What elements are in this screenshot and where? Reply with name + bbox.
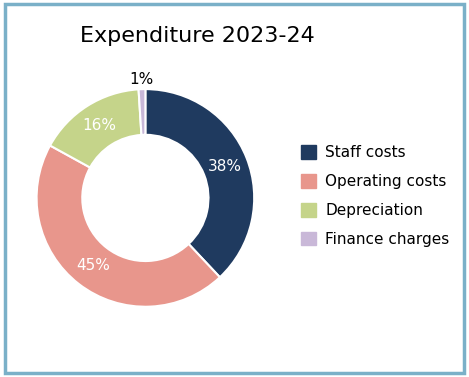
Text: Expenditure 2023-24: Expenditure 2023-24 <box>80 26 314 46</box>
Wedge shape <box>37 146 220 307</box>
Text: 16%: 16% <box>83 118 116 133</box>
Legend: Staff costs, Operating costs, Depreciation, Finance charges: Staff costs, Operating costs, Depreciati… <box>295 139 456 253</box>
Wedge shape <box>138 89 145 135</box>
Wedge shape <box>50 89 142 167</box>
Text: 38%: 38% <box>208 159 242 174</box>
Text: 1%: 1% <box>130 72 154 87</box>
Wedge shape <box>145 89 254 277</box>
Text: 45%: 45% <box>76 258 110 273</box>
